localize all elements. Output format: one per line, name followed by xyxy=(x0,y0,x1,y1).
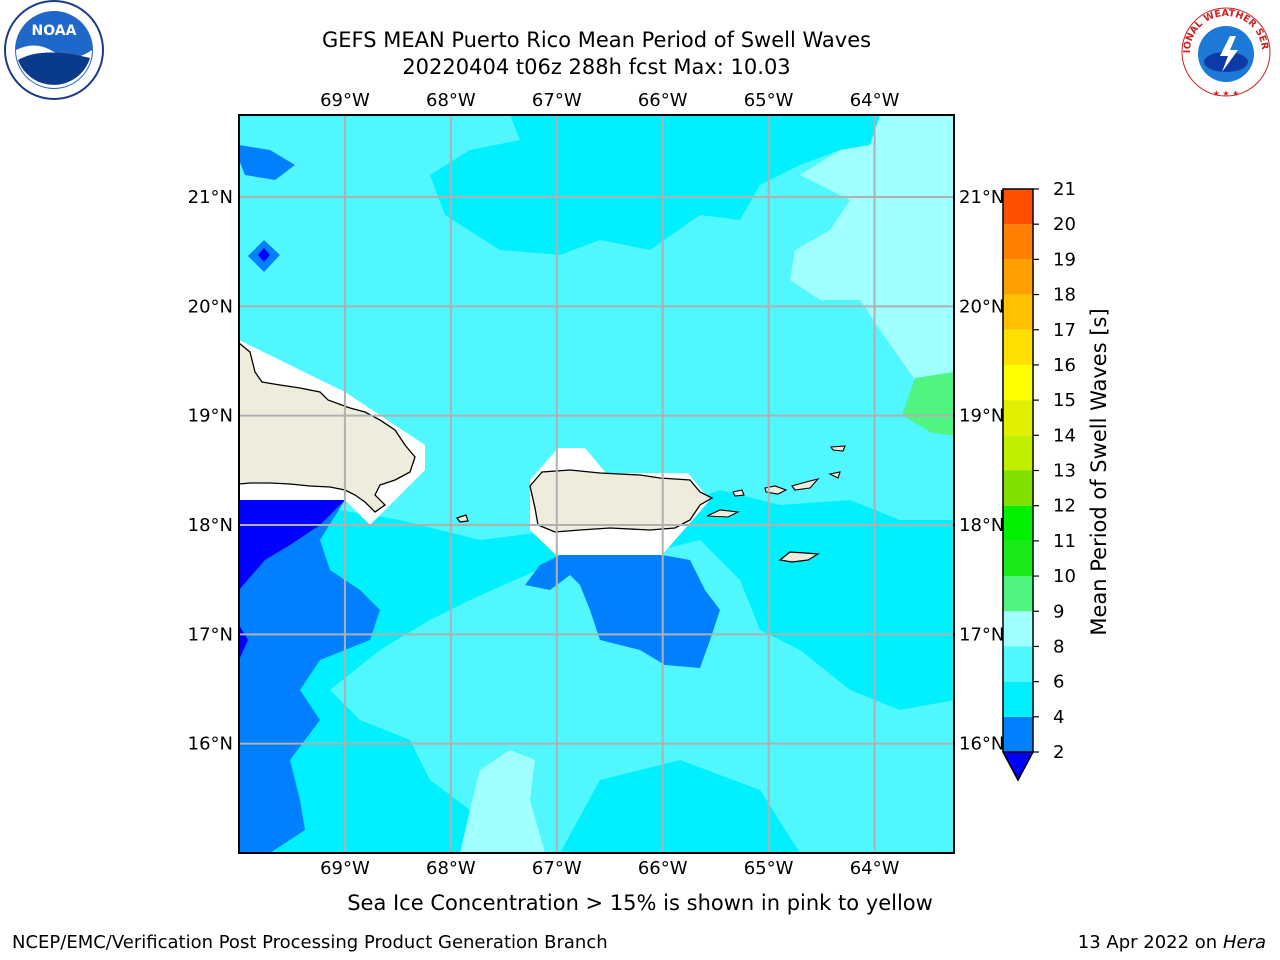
lat-label-right: 19°N xyxy=(959,406,1004,427)
lat-label-right: 17°N xyxy=(959,624,1004,645)
colorbar-swatch xyxy=(1003,400,1033,436)
footer-host: Hera xyxy=(1222,932,1266,953)
colorbar-swatch xyxy=(1003,435,1033,471)
virgin-islands xyxy=(764,485,788,495)
colorbar-swatch xyxy=(1003,716,1033,752)
map-frame xyxy=(238,114,955,854)
lat-label-left: 16°N xyxy=(188,734,233,755)
colorbar-tick-label: 21 xyxy=(1053,179,1076,200)
colorbar-swatch xyxy=(1003,470,1033,506)
lat-label-right: 20°N xyxy=(959,296,1004,317)
mona-island xyxy=(456,514,469,523)
colorbar-tick-label: 6 xyxy=(1053,672,1064,693)
colorbar-swatch xyxy=(1003,329,1033,365)
lat-label-left: 21°N xyxy=(188,187,233,208)
swell-contour-under-2 xyxy=(258,248,270,262)
virgin-islands xyxy=(791,478,820,491)
swell-contour-4-6 xyxy=(560,760,800,853)
colorbar-tick-label: 17 xyxy=(1053,320,1076,341)
footer-date-text: 13 Apr 2022 on xyxy=(1077,932,1218,953)
colorbar-swatch xyxy=(1003,294,1033,330)
noaa-logo-text: NOAA xyxy=(32,23,77,39)
swell-contour-2-4 xyxy=(525,555,720,668)
colorbar-tick-label: 2 xyxy=(1053,742,1064,763)
nws-logo: NATIONAL WEATHER SERVICE ★ ★ ★ xyxy=(1180,0,1271,98)
lon-label-top: 69°W xyxy=(320,90,370,111)
swell-contour-9-10 xyxy=(902,372,954,436)
lon-label-bottom: 69°W xyxy=(320,858,370,879)
colorbar-tick-label: 15 xyxy=(1053,390,1076,411)
colorbar-tick-label: 13 xyxy=(1053,461,1076,482)
lon-label-bottom: 66°W xyxy=(638,858,688,879)
lat-label-left: 20°N xyxy=(188,296,233,317)
virgin-islands xyxy=(830,445,846,452)
colorbar-swatch xyxy=(1003,364,1033,401)
swell-contour-8-9 xyxy=(460,750,545,853)
lon-label-top: 66°W xyxy=(638,90,688,111)
colorbar-swatch xyxy=(1003,224,1033,260)
map-subtitle: 20220404 t06z 288h fcst Max: 10.03 xyxy=(402,55,791,79)
lon-label-bottom: 65°W xyxy=(744,858,794,879)
colorbar-tick-label: 19 xyxy=(1053,249,1076,270)
colorbar-tick-label: 10 xyxy=(1053,566,1076,587)
sea-ice-caption: Sea Ice Concentration > 15% is shown in … xyxy=(347,891,933,915)
lat-label-right: 21°N xyxy=(959,187,1004,208)
swell-contour-8-9 xyxy=(790,115,954,380)
colorbar-tick-label: 18 xyxy=(1053,285,1076,306)
puerto-rico-land xyxy=(529,469,714,533)
colorbar-swatch xyxy=(1003,576,1033,612)
lon-label-bottom: 68°W xyxy=(426,858,476,879)
colorbar-label: Mean Period of Swell Waves [s] xyxy=(1087,308,1111,635)
lon-label-bottom: 67°W xyxy=(532,858,582,879)
lon-label-top: 67°W xyxy=(532,90,582,111)
colorbar-tick-label: 9 xyxy=(1053,601,1064,622)
colorbar-swatch xyxy=(1003,259,1033,295)
map-title: GEFS MEAN Puerto Rico Mean Period of Swe… xyxy=(321,28,872,52)
colorbar-swatch xyxy=(1003,540,1033,577)
lon-label-top: 68°W xyxy=(426,90,476,111)
svg-text:★ ★ ★: ★ ★ ★ xyxy=(1213,89,1240,98)
swell-contour-under-2 xyxy=(239,500,345,590)
colorbar-swatch xyxy=(1003,505,1033,541)
colorbar-swatch xyxy=(1003,681,1033,717)
lon-label-bottom: 64°W xyxy=(850,858,900,879)
colorbar: 2 4 6 8 9 10 11 12 13 14 15 16 17 18 19 20 21 xyxy=(1001,179,1076,782)
lat-label-right: 18°N xyxy=(959,515,1004,536)
swell-contour-2-4 xyxy=(239,145,295,180)
lat-label-left: 19°N xyxy=(188,406,233,427)
map-axis-labels: 69°W 69°W 68°W 68°W 67°W 67°W 66°W 66°W 65°W 65°W… xyxy=(188,90,1005,879)
colorbar-tick-label: 8 xyxy=(1053,636,1064,657)
colorbar-swatch xyxy=(1003,189,1033,225)
swell-contour-4-6 xyxy=(239,490,954,853)
colorbar-tick-label: 20 xyxy=(1053,214,1076,235)
lon-label-top: 65°W xyxy=(744,90,794,111)
hispaniola-land xyxy=(239,342,416,513)
swell-contour-4-6 xyxy=(239,115,880,255)
lat-label-left: 17°N xyxy=(188,624,233,645)
lon-label-top: 64°W xyxy=(850,90,900,111)
virgin-islands xyxy=(706,509,740,518)
footer-credit: NCEP/EMC/Verification Post Processing Pr… xyxy=(12,932,608,953)
st-croix xyxy=(778,551,820,563)
colorbar-tick-label: 14 xyxy=(1053,425,1076,446)
virgin-islands xyxy=(732,489,745,497)
colorbar-swatch xyxy=(1003,646,1033,682)
map-field xyxy=(239,115,954,853)
virgin-islands xyxy=(828,471,841,479)
colorbar-swatch xyxy=(1003,611,1033,647)
graticule xyxy=(239,115,954,853)
colorbar-under-triangle xyxy=(1001,751,1035,782)
colorbar-tick-label: 12 xyxy=(1053,496,1076,517)
colorbar-tick-label: 11 xyxy=(1053,531,1076,552)
footer-date: 13 Apr 2022 on Hera xyxy=(1078,932,1266,953)
lat-label-left: 18°N xyxy=(188,515,233,536)
colorbar-tick-label: 16 xyxy=(1053,355,1076,376)
noaa-logo: NOAA xyxy=(4,0,104,100)
colorbar-tick-label: 4 xyxy=(1053,707,1064,728)
lat-label-right: 16°N xyxy=(959,734,1004,755)
